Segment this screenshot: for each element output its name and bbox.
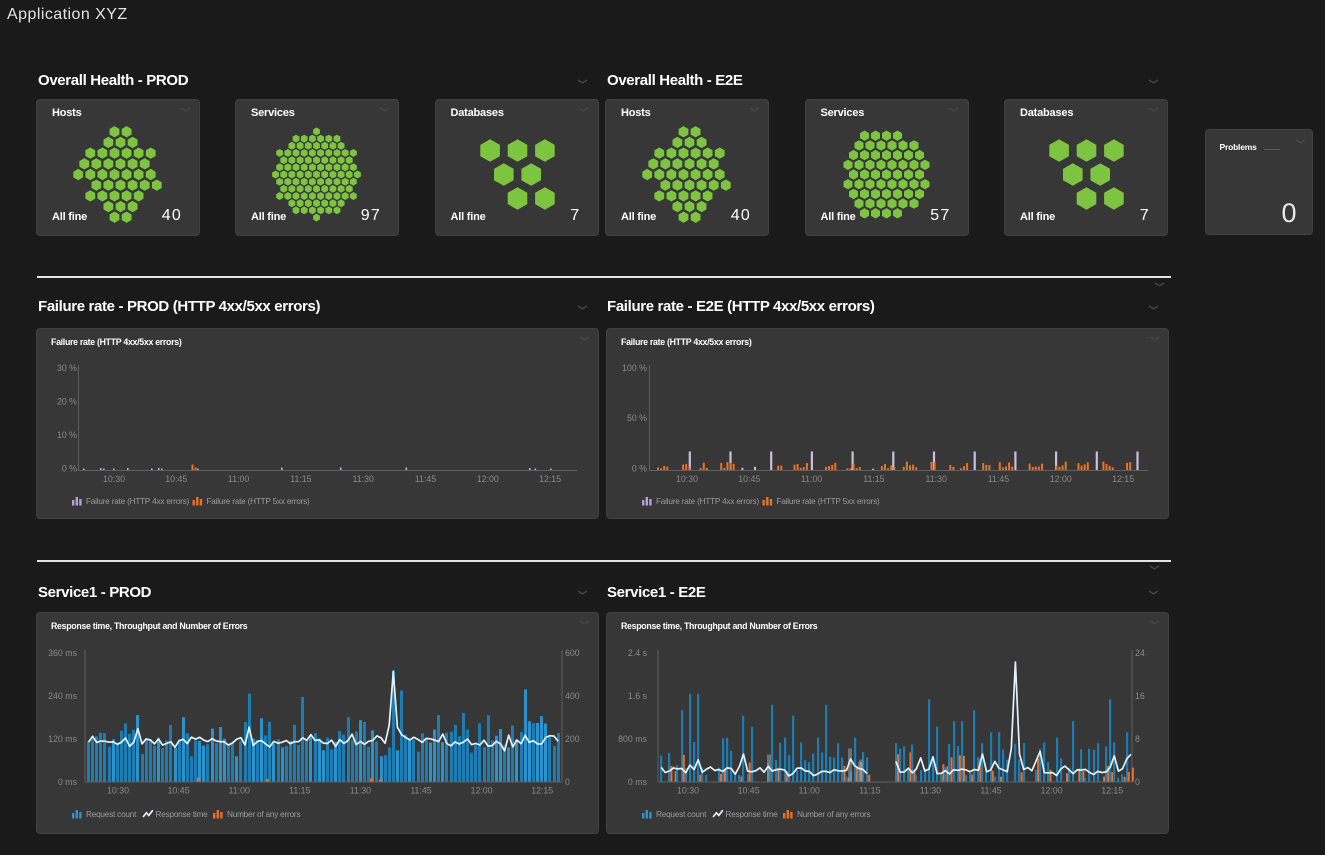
svg-text:10 %: 10 % [57, 430, 77, 440]
svg-text:800 ms: 800 ms [618, 734, 647, 744]
svg-text:240 ms: 240 ms [48, 691, 77, 701]
svg-text:20 %: 20 % [57, 397, 77, 407]
svg-text:Failure rate (HTTP 4xx errors): Failure rate (HTTP 4xx errors) [656, 497, 760, 506]
svg-text:120 ms: 120 ms [48, 734, 77, 744]
svg-text:10:45: 10:45 [168, 786, 190, 796]
svg-text:2.4 s: 2.4 s [628, 648, 648, 658]
svg-text:11:45: 11:45 [988, 474, 1009, 484]
svg-text:200: 200 [565, 734, 580, 744]
svg-text:Failure rate (HTTP 5xx errors): Failure rate (HTTP 5xx errors) [777, 497, 881, 506]
svg-text:11:30: 11:30 [926, 474, 947, 484]
svg-text:11:45: 11:45 [980, 786, 1001, 796]
svg-text:Number of any errors: Number of any errors [797, 810, 870, 819]
svg-text:Response time: Response time [156, 810, 209, 819]
svg-text:0 %: 0 % [62, 464, 77, 474]
svg-text:12:15: 12:15 [531, 786, 553, 796]
svg-text:11:30: 11:30 [350, 786, 371, 796]
svg-text:16: 16 [1135, 691, 1145, 701]
svg-text:0 ms: 0 ms [58, 777, 78, 787]
svg-text:12:00: 12:00 [1050, 474, 1072, 484]
svg-text:360 ms: 360 ms [48, 648, 77, 658]
svg-text:Failure rate (HTTP 5xx errors): Failure rate (HTTP 5xx errors) [207, 497, 311, 506]
svg-text:12:00: 12:00 [471, 786, 493, 796]
svg-text:Number of any errors: Number of any errors [227, 810, 300, 819]
svg-text:11:45: 11:45 [415, 474, 436, 484]
svg-text:12:00: 12:00 [1041, 786, 1063, 796]
svg-text:10:30: 10:30 [107, 786, 129, 796]
svg-text:12:15: 12:15 [1112, 474, 1134, 484]
svg-text:10:45: 10:45 [738, 786, 760, 796]
svg-text:0 %: 0 % [632, 464, 647, 474]
svg-text:0: 0 [1135, 777, 1140, 787]
svg-text:100 %: 100 % [622, 363, 647, 373]
svg-text:Request count: Request count [86, 810, 137, 819]
svg-text:11:15: 11:15 [859, 786, 880, 796]
svg-text:11:15: 11:15 [290, 474, 311, 484]
svg-text:11:00: 11:00 [228, 474, 249, 484]
svg-text:0: 0 [565, 777, 570, 787]
svg-text:10:30: 10:30 [103, 474, 125, 484]
svg-text:11:30: 11:30 [920, 786, 941, 796]
svg-text:Request count: Request count [656, 810, 707, 819]
svg-text:Failure rate (HTTP 4xx errors): Failure rate (HTTP 4xx errors) [86, 497, 190, 506]
svg-text:24: 24 [1135, 648, 1145, 658]
svg-text:12:15: 12:15 [1101, 786, 1123, 796]
svg-text:1.6 s: 1.6 s [628, 691, 648, 701]
svg-text:11:45: 11:45 [410, 786, 431, 796]
svg-text:11:00: 11:00 [229, 786, 250, 796]
svg-text:11:30: 11:30 [353, 474, 374, 484]
svg-text:8: 8 [1135, 734, 1140, 744]
svg-text:0 ms: 0 ms [628, 777, 648, 787]
svg-text:11:00: 11:00 [801, 474, 822, 484]
svg-text:Response time, Throughput and: Response time, Throughput and Number of … [51, 621, 248, 631]
svg-text:30 %: 30 % [57, 363, 77, 373]
svg-text:600: 600 [565, 648, 580, 658]
svg-text:10:30: 10:30 [677, 786, 699, 796]
svg-text:10:45: 10:45 [165, 474, 187, 484]
svg-text:400: 400 [565, 691, 580, 701]
svg-text:11:15: 11:15 [289, 786, 310, 796]
svg-text:50 %: 50 % [627, 413, 647, 423]
svg-text:10:45: 10:45 [738, 474, 760, 484]
svg-text:Failure rate (HTTP 4xx/5xx err: Failure rate (HTTP 4xx/5xx errors) [621, 337, 752, 347]
svg-text:11:15: 11:15 [863, 474, 884, 484]
svg-text:10:30: 10:30 [676, 474, 698, 484]
svg-text:Failure rate (HTTP 4xx/5xx err: Failure rate (HTTP 4xx/5xx errors) [51, 337, 182, 347]
svg-text:Response time: Response time [726, 810, 779, 819]
svg-text:12:00: 12:00 [477, 474, 499, 484]
svg-text:11:00: 11:00 [799, 786, 820, 796]
svg-text:Response time, Throughput and: Response time, Throughput and Number of … [621, 621, 818, 631]
svg-text:12:15: 12:15 [539, 474, 561, 484]
